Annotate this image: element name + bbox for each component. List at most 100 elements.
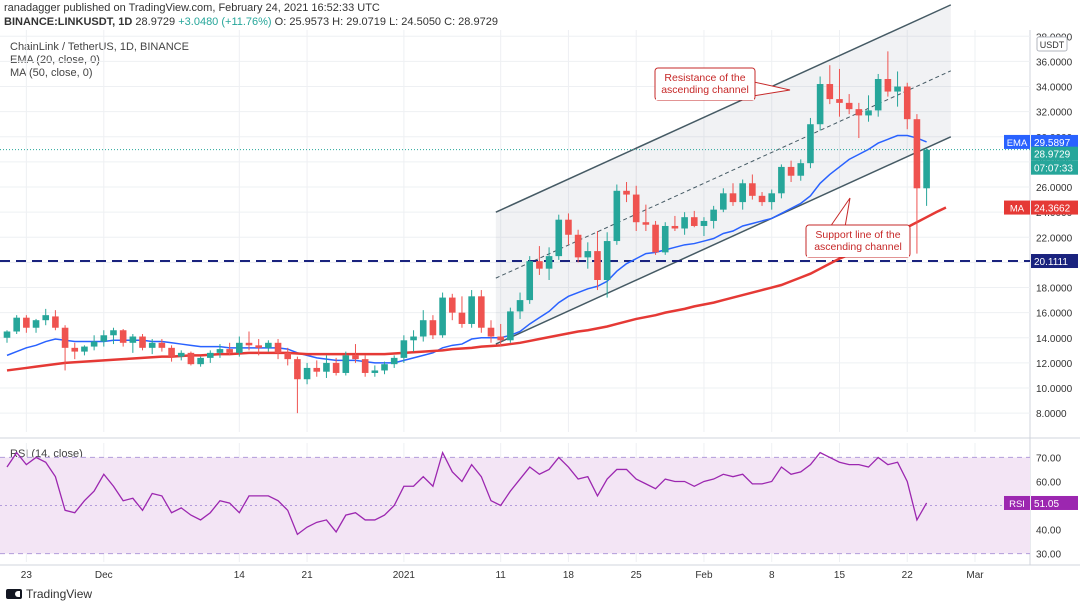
candle[interactable] <box>274 339 282 360</box>
candle[interactable] <box>787 160 795 183</box>
candle[interactable] <box>778 164 785 199</box>
candle[interactable] <box>294 356 301 414</box>
candle[interactable] <box>245 331 253 351</box>
channel-resistance-line[interactable] <box>495 4 952 213</box>
candle[interactable] <box>216 344 224 358</box>
candle[interactable] <box>478 290 485 333</box>
candle[interactable] <box>749 174 756 200</box>
candle[interactable] <box>468 290 475 328</box>
candle[interactable] <box>352 344 359 363</box>
candle[interactable] <box>690 210 698 228</box>
candle[interactable] <box>584 242 592 269</box>
candle[interactable] <box>419 310 427 342</box>
candle[interactable] <box>700 217 708 237</box>
candle[interactable] <box>139 334 146 351</box>
candle[interactable] <box>42 308 50 326</box>
candle[interactable] <box>623 182 630 203</box>
candle[interactable] <box>536 246 543 275</box>
candle[interactable] <box>71 342 79 360</box>
candle[interactable] <box>874 73 882 117</box>
candle[interactable] <box>671 215 679 231</box>
candle[interactable] <box>652 220 659 255</box>
candle[interactable] <box>255 339 262 356</box>
ma-legend[interactable]: MA (50, close, 0) <box>10 67 93 79</box>
candle[interactable] <box>816 76 824 131</box>
candle[interactable] <box>807 117 814 169</box>
candle[interactable] <box>158 339 166 352</box>
candle[interactable] <box>226 342 233 356</box>
candle[interactable] <box>129 334 137 353</box>
candle[interactable] <box>710 205 717 229</box>
candle[interactable] <box>458 296 466 328</box>
candle[interactable] <box>729 183 737 206</box>
support-callout[interactable]: Support line of the ascending channel <box>805 197 911 258</box>
currency-label[interactable]: USDT <box>1036 36 1068 52</box>
candle[interactable] <box>390 355 398 368</box>
candle[interactable] <box>903 82 911 130</box>
candle[interactable] <box>342 351 350 376</box>
tradingview-watermark[interactable]: TradingView <box>6 587 92 601</box>
candle[interactable] <box>206 350 214 363</box>
candle[interactable] <box>913 114 921 254</box>
candle[interactable] <box>148 339 156 355</box>
candle[interactable] <box>507 307 514 343</box>
candle[interactable] <box>410 330 417 352</box>
candle[interactable] <box>265 340 272 352</box>
candle[interactable] <box>448 293 456 321</box>
candle[interactable] <box>826 65 834 105</box>
candle[interactable] <box>439 292 446 338</box>
candle[interactable] <box>545 247 553 280</box>
candle[interactable] <box>594 231 601 291</box>
candle[interactable] <box>565 213 572 245</box>
candle[interactable] <box>303 362 311 385</box>
candle[interactable] <box>332 357 340 376</box>
candle[interactable] <box>884 51 892 97</box>
candle[interactable] <box>61 325 69 371</box>
candle[interactable] <box>119 328 127 347</box>
candle[interactable] <box>855 102 863 139</box>
resistance-callout[interactable]: Resistance of the ascending channel <box>654 67 791 101</box>
candle[interactable] <box>371 365 379 377</box>
candle[interactable] <box>187 351 195 366</box>
candle[interactable] <box>110 327 117 345</box>
candle[interactable] <box>3 330 11 343</box>
candle[interactable] <box>555 214 563 260</box>
candle[interactable] <box>642 204 650 231</box>
candle[interactable] <box>100 330 108 347</box>
candle[interactable] <box>865 95 872 122</box>
candle[interactable] <box>739 179 746 210</box>
candle[interactable] <box>52 310 59 331</box>
candle[interactable] <box>313 360 321 377</box>
candle[interactable] <box>923 148 930 206</box>
candle[interactable] <box>845 94 853 115</box>
ema-legend[interactable]: EMA (20, close, 0) <box>10 54 100 66</box>
candle[interactable] <box>681 212 688 235</box>
candle[interactable] <box>32 318 40 333</box>
candle[interactable] <box>168 345 175 362</box>
candle[interactable] <box>23 315 30 333</box>
candle[interactable] <box>487 320 495 343</box>
candle[interactable] <box>81 345 88 356</box>
candle[interactable] <box>197 356 204 367</box>
channel-support-line[interactable] <box>495 136 952 345</box>
candle[interactable] <box>381 361 388 375</box>
candle[interactable] <box>90 335 98 351</box>
candle[interactable] <box>768 189 776 210</box>
candle[interactable] <box>894 71 901 107</box>
candle[interactable] <box>13 315 20 335</box>
candle[interactable] <box>797 159 805 181</box>
candle[interactable] <box>836 68 843 117</box>
candle[interactable] <box>516 292 524 319</box>
candle[interactable] <box>284 347 292 366</box>
candle[interactable] <box>574 229 582 263</box>
candle[interactable] <box>400 335 408 363</box>
candle[interactable] <box>661 222 669 255</box>
candle[interactable] <box>613 184 621 245</box>
candle[interactable] <box>236 336 243 357</box>
candle[interactable] <box>177 350 185 361</box>
candle[interactable] <box>497 323 504 347</box>
candle[interactable] <box>526 256 534 304</box>
candle[interactable] <box>720 188 727 213</box>
candle[interactable] <box>632 185 640 231</box>
